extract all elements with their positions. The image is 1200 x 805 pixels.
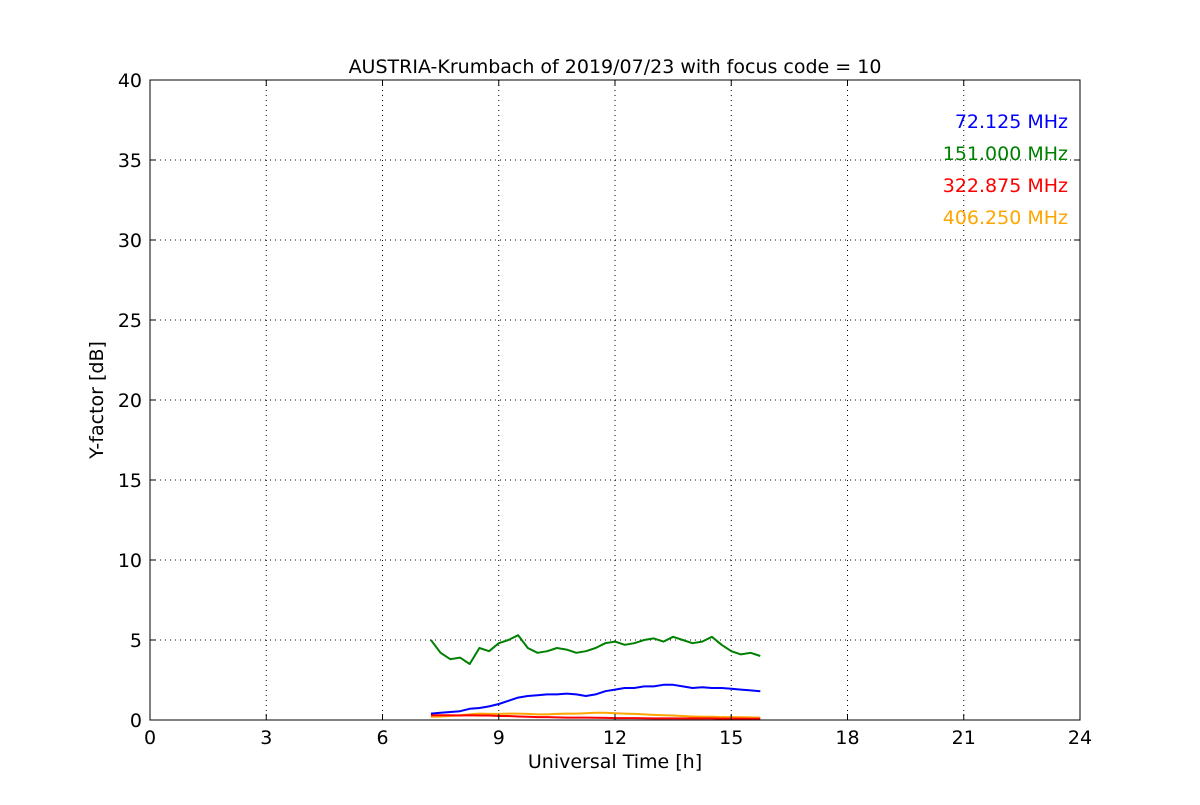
x-tick-label: 3 bbox=[260, 727, 272, 749]
series-line-2 bbox=[430, 714, 761, 720]
tick-layer: 0 3 6 9 12 15 18 21 24 0 5 10 15 20 25 30 35 40 bbox=[118, 70, 1092, 749]
series-layer bbox=[430, 634, 761, 720]
chart-title: AUSTRIA-Krumbach of 2019/07/23 with focu… bbox=[349, 56, 882, 78]
y-tick-label: 20 bbox=[118, 390, 142, 412]
legend-entry: 406.250 MHz bbox=[943, 207, 1068, 229]
y-tick-label: 5 bbox=[130, 630, 142, 652]
legend-entry: 151.000 MHz bbox=[943, 143, 1068, 165]
y-tick-label: 0 bbox=[130, 710, 142, 732]
x-tick-label: 18 bbox=[835, 727, 859, 749]
y-tick-label: 35 bbox=[118, 150, 142, 172]
series-line-1 bbox=[430, 634, 761, 665]
legend: 72.125 MHz 151.000 MHz 322.875 MHz 406.250 … bbox=[943, 111, 1068, 229]
legend-entry: 72.125 MHz bbox=[955, 111, 1068, 133]
x-tick-label: 0 bbox=[144, 727, 156, 749]
y-tick-label: 25 bbox=[118, 310, 142, 332]
series-line-3 bbox=[430, 711, 761, 719]
x-tick-label: 12 bbox=[603, 727, 627, 749]
grid-layer bbox=[150, 80, 1080, 720]
y-tick-label: 10 bbox=[118, 550, 142, 572]
x-axis-title: Universal Time [h] bbox=[528, 751, 702, 773]
x-tick-label: 21 bbox=[952, 727, 976, 749]
y-axis-title: Y-factor [dB] bbox=[86, 341, 108, 460]
x-tick-label: 15 bbox=[719, 727, 743, 749]
legend-entry: 322.875 MHz bbox=[943, 175, 1068, 197]
x-tick-label: 9 bbox=[493, 727, 505, 749]
y-tick-label: 40 bbox=[118, 70, 142, 92]
y-tick-label: 15 bbox=[118, 470, 142, 492]
x-tick-label: 24 bbox=[1068, 727, 1092, 749]
y-tick-label: 30 bbox=[118, 230, 142, 252]
series-line-0 bbox=[430, 683, 761, 715]
x-tick-label: 6 bbox=[376, 727, 388, 749]
